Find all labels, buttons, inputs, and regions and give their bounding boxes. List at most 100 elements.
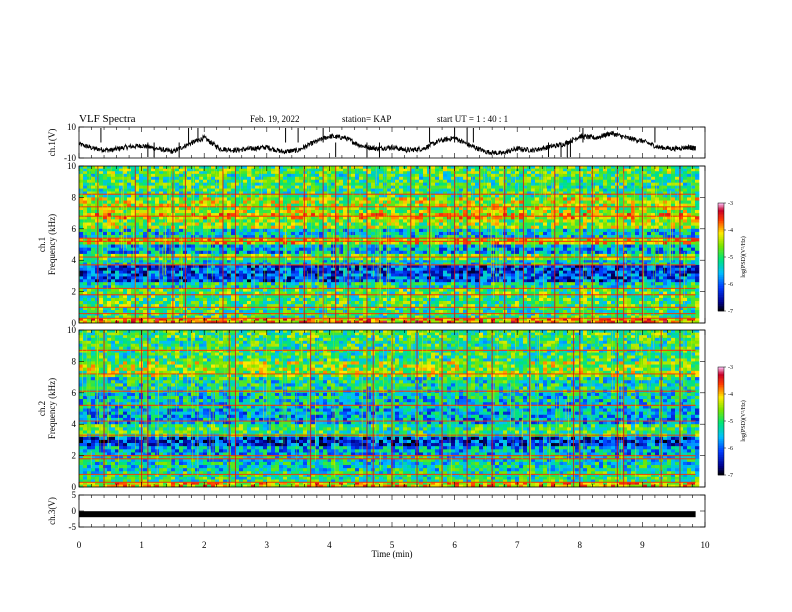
psd-cell: [539, 185, 544, 189]
psd-cell: [583, 231, 588, 236]
psd-cell: [155, 188, 160, 192]
psd-cell: [651, 209, 656, 214]
psd-cell: [195, 228, 200, 233]
psd-cell: [695, 241, 700, 245]
psd-cell: [255, 244, 260, 248]
psd-cell: [287, 231, 292, 236]
psd-cell: [99, 260, 104, 263]
psd-cell: [307, 200, 312, 204]
psd-cell: [199, 238, 204, 242]
psd-cell: [335, 219, 340, 223]
psd-cell: [451, 231, 456, 236]
psd-cell: [175, 188, 180, 192]
psd-cell: [139, 188, 144, 192]
psd-cell: [247, 191, 252, 195]
psd-cell: [651, 213, 656, 217]
psd-cell: [423, 176, 428, 181]
psd-cell: [147, 185, 152, 189]
psd-cell: [531, 168, 536, 172]
psd-cell: [399, 213, 404, 217]
psd-cell: [531, 179, 536, 183]
psd-cell: [695, 200, 700, 204]
psd-cell: [147, 222, 152, 226]
psd-cell: [619, 235, 624, 239]
psd-cell: [675, 176, 680, 181]
psd-cell: [691, 206, 696, 211]
psd-cell: [347, 185, 352, 189]
psd-cell: [311, 179, 316, 183]
psd-cell: [515, 188, 520, 192]
psd-cell: [251, 225, 256, 230]
psd-cell: [415, 225, 420, 230]
psd-cell: [343, 213, 348, 217]
psd-cell: [247, 171, 252, 175]
psd-cell: [283, 182, 288, 186]
psd-cell: [635, 253, 640, 258]
psd-cell: [187, 238, 192, 242]
psd-cell: [307, 228, 312, 233]
psd-cell: [467, 253, 472, 258]
psd-cell: [355, 200, 360, 204]
psd-cell: [355, 176, 360, 181]
psd-cell: [379, 191, 384, 195]
psd-cell: [403, 200, 408, 204]
psd-cell: [551, 257, 556, 261]
psd-cell: [159, 235, 164, 239]
psd-cell: [375, 182, 380, 186]
psd-cell: [359, 185, 364, 189]
psd-cell: [391, 197, 396, 201]
psd-cell: [291, 260, 296, 263]
psd-cell: [327, 253, 332, 258]
psd-cell: [339, 194, 344, 198]
psd-cell: [187, 182, 192, 186]
psd-cell: [631, 222, 636, 226]
psd-cell: [595, 231, 600, 236]
psd-cell: [311, 188, 316, 192]
psd-cell: [511, 191, 516, 195]
psd-cell: [303, 213, 308, 217]
psd-cell: [539, 225, 544, 230]
psd-cell: [91, 206, 96, 211]
psd-cell: [687, 171, 692, 175]
psd-cell: [123, 225, 128, 230]
psd-cell: [547, 176, 552, 181]
psd-cell: [619, 176, 624, 181]
psd-cell: [235, 206, 240, 211]
psd-cell: [639, 216, 644, 220]
psd-cell: [159, 185, 164, 189]
psd-cell: [359, 188, 364, 192]
psd-cell: [287, 209, 292, 214]
psd-cell: [499, 235, 504, 239]
psd-cell: [595, 166, 600, 169]
psd-cell: [211, 222, 216, 226]
psd-cell: [667, 225, 672, 230]
psd-cell: [163, 176, 168, 181]
psd-cell: [667, 188, 672, 192]
psd-cell: [411, 247, 416, 252]
psd-cell: [195, 209, 200, 214]
psd-cell: [659, 176, 664, 181]
psd-cell: [471, 200, 476, 204]
psd-cell: [199, 176, 204, 181]
psd-cell: [395, 228, 400, 233]
psd-cell: [319, 257, 324, 261]
psd-cell: [367, 191, 372, 195]
psd-cell: [631, 194, 636, 198]
psd-cell: [147, 188, 152, 192]
psd-cell: [499, 197, 504, 201]
psd-cell: [687, 185, 692, 189]
psd-cell: [603, 203, 608, 208]
psd-cell: [603, 197, 608, 201]
psd-cell: [643, 225, 648, 230]
psd-cell: [375, 176, 380, 181]
psd-cell: [363, 185, 368, 189]
psd-cell: [323, 228, 328, 233]
psd-cell: [575, 176, 580, 181]
psd-cell: [603, 209, 608, 214]
psd-cell: [247, 247, 252, 252]
psd-cell: [231, 171, 236, 175]
psd-cell: [439, 168, 444, 172]
psd-cell: [315, 244, 320, 248]
psd-cell: [443, 179, 448, 183]
psd-cell: [435, 213, 440, 217]
